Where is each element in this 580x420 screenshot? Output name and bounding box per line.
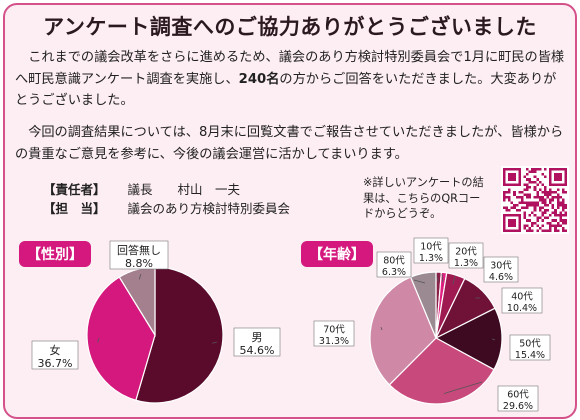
age-label-name-4: 50代 [519,339,541,350]
age-label-name-5: 60代 [507,390,529,401]
gender-label-name-1: 女 [50,343,61,357]
gender-label-value-0: 54.6% [240,344,275,357]
contact-value: 議会のあり方検討特別委員会 [127,201,291,216]
age-label-name-7: 80代 [383,256,405,267]
gender-label-name-0: 男 [252,331,263,344]
age-leader-6 [380,327,383,331]
gender-leader-2 [138,273,142,280]
age-slice-5 [388,337,495,405]
qr-note: ※詳しいアンケートの結果は、こちらのQRコードからどうぞ。 [363,176,484,220]
responsible-value: 議長 村山 一夫 [127,182,241,197]
age-leader-2 [452,275,456,285]
age-label-value-1: 1.3% [454,258,478,269]
age-leader-5 [443,381,483,394]
paragraph-thanks: これまでの議会改革をさらに進めるため、議会のあり方検討特別委員会で1月に町民の皆… [15,47,567,112]
responsible-row: 【責任者】 議長 村山 一夫 [43,179,240,198]
age-slice-4 [434,307,503,371]
contact-label: 【担 当】 [43,201,106,216]
page-title: アンケート調査へのご協力ありがとうございました [43,14,537,39]
age-label-value-4: 15.4% [515,350,545,361]
age-label-name-6: 70代 [323,325,345,336]
age-label-value-2: 4.6% [489,272,513,283]
gender-slice-0 [135,266,224,404]
age-label-value-6: 31.3% [319,336,349,347]
paragraph-thanks-text-end: の方からご回答をいただきました。大変ありがとうございました。 [15,71,557,109]
age-label-value-0: 1.3% [419,253,443,264]
age-label-name-2: 30代 [490,261,512,272]
notice-panel: アンケート調査へのご協力ありがとうございました これまでの議会改革をさらに進める… [3,3,577,419]
age-leader-7 [413,279,426,284]
responsible-label: 【責任者】 [43,182,106,197]
age-label-value-7: 6.3% [382,267,406,278]
gender-leader-0 [212,341,218,344]
gender-chart-title: 【性別】 [19,241,91,267]
gender-label-value-1: 36.7% [38,357,73,370]
paragraph-thanks-text: これまでの議会改革をさらに進めるため、議会のあり方検討特別委員会で1月に町民の皆… [15,50,565,87]
respondent-count: 240名 [238,71,280,87]
age-leader-1 [441,273,444,283]
paragraph-results: 今回の調査結果については、8月末に回覧文書でご報告させていただきましたが、皆様か… [15,125,564,162]
age-label-name-1: 20代 [455,247,477,258]
age-label-name-3: 40代 [511,292,533,303]
age-label-name-0: 10代 [420,242,442,253]
gender-leader-1 [97,337,100,343]
age-leader-4 [491,338,496,341]
qr-code-icon[interactable] [501,166,569,234]
gender-label-0: 男54.6% [233,327,281,357]
age-label-value-5: 29.6% [503,401,533,412]
gender-label-1: 女36.7% [31,340,79,370]
age-slice-6 [369,276,437,386]
age-label-value-3: 10.4% [507,303,537,314]
gender-label-name-2: 回答無し [117,243,161,257]
contact-row: 【担 当】 議会のあり方検討特別委員会 [43,198,290,217]
gender-label-value-2: 8.8% [125,257,153,270]
age-chart-title: 【年齢】 [301,241,373,267]
